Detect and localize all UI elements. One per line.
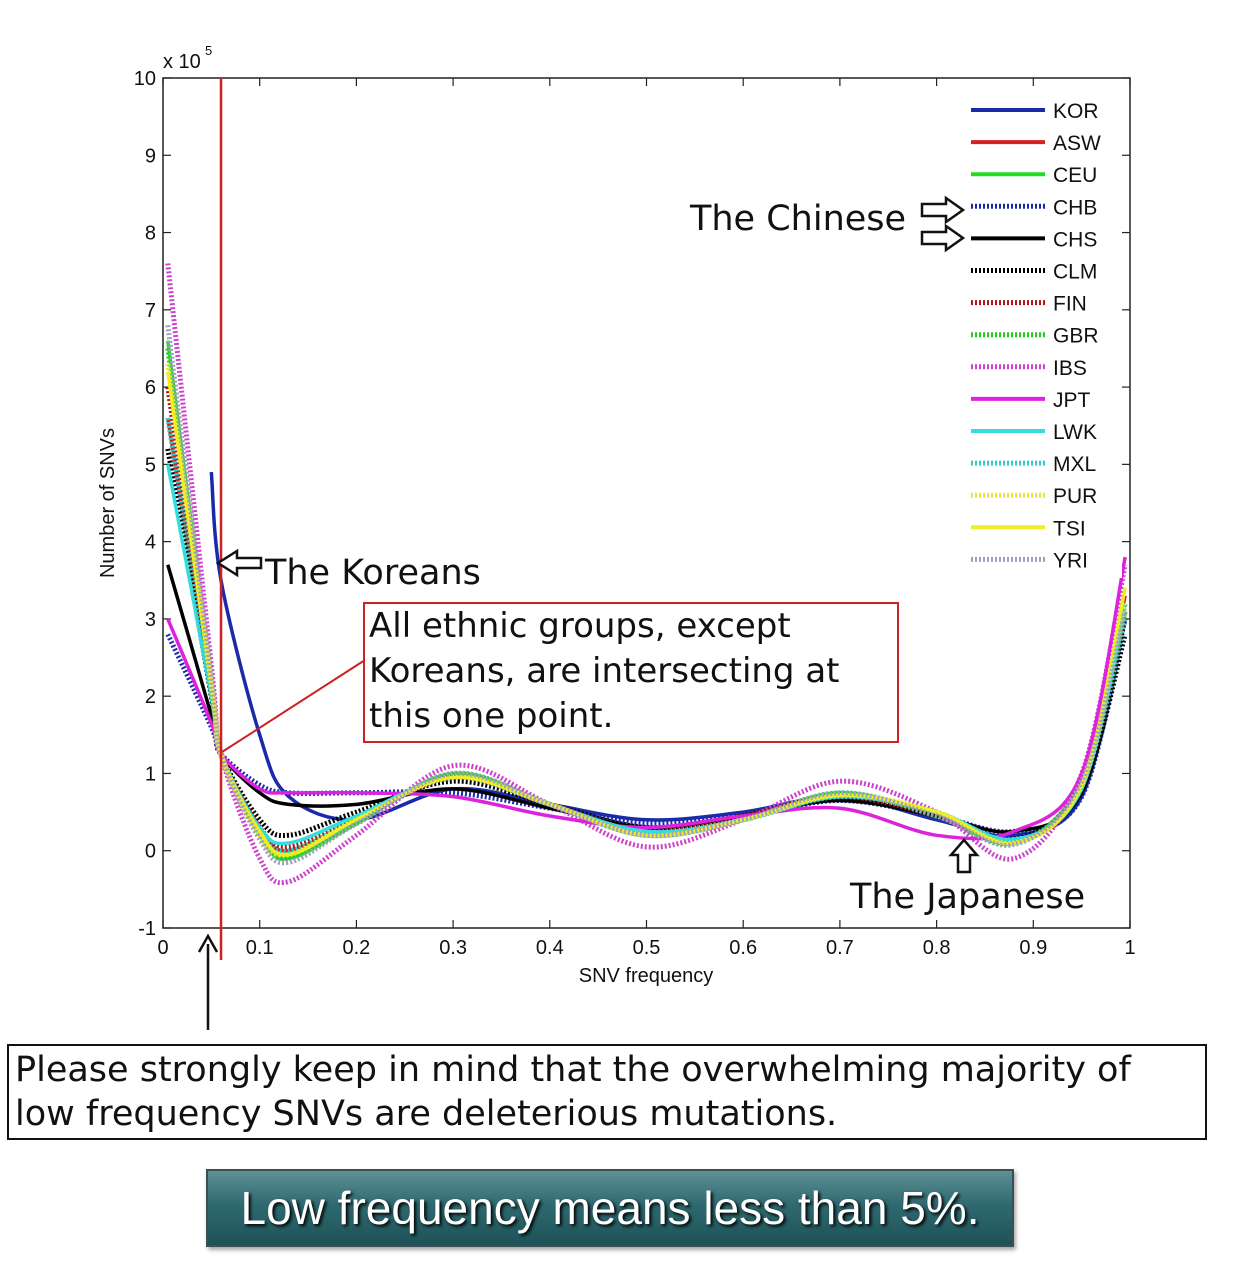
annotation-chinese: The Chinese (689, 199, 906, 239)
x-axis-label: SNV frequency (579, 965, 714, 987)
legend-label-gbr: GBR (1053, 325, 1099, 348)
x-tick-label: 0.8 (923, 937, 951, 959)
series-line-yri (165, 324, 1128, 866)
arrow-up-icon (197, 933, 219, 953)
x-tick-label: 0.2 (342, 937, 370, 959)
legend-label-yri: YRI (1053, 549, 1088, 572)
axes: 0 0.1 0.2 0.3 0.4 0.5 0.6 0.7 0.8 0.9 1-1012345678… (134, 68, 1136, 959)
legend-label-chs: CHS (1053, 228, 1097, 251)
callout-text-line-2: Koreans, are intersecting at (369, 651, 840, 691)
legend: KOR ASW CEU CHB CHS CLM FIN GBR IBS JPT LWK MXL PUR T… (962, 92, 1122, 578)
y-tick-label: 7 (145, 300, 156, 322)
note-box: Please strongly keep in mind that the ov… (7, 1044, 1207, 1140)
x-tick-label: 0.7 (826, 937, 854, 959)
legend-label-mxl: MXL (1053, 453, 1096, 476)
x-tick-label: 0.5 (633, 937, 661, 959)
x-tick-label: 1 (1124, 937, 1135, 959)
legend-label-asw: ASW (1053, 132, 1101, 155)
arrow-right-icon (920, 195, 966, 225)
y-multiplier: x 10 (163, 51, 201, 73)
arrow-left-icon (215, 548, 263, 578)
legend-label-tsi: TSI (1053, 517, 1086, 540)
x-tick-label: 0.9 (1019, 937, 1047, 959)
y-tick-label: 10 (134, 68, 156, 90)
legend-label-ceu: CEU (1053, 164, 1097, 187)
arrow-up-icon (948, 838, 980, 874)
note-line-2: low frequency SNVs are deleterious mutat… (15, 1094, 838, 1134)
y-tick-label: 4 (145, 532, 156, 554)
callout-pointer (221, 659, 366, 753)
x-tick-label: 0.4 (536, 937, 564, 959)
y-tick-label: 0 (145, 841, 156, 863)
y-tick-label: 9 (145, 145, 156, 167)
y-axis-label: Number of SNVs (97, 428, 119, 578)
y-tick-label: 3 (145, 609, 156, 631)
callout-text-line-1: All ethnic groups, except (369, 606, 791, 646)
annotation-koreans: The Koreans (264, 553, 481, 593)
x-tick-label: 0.6 (729, 937, 757, 959)
x-tick-label: 0.1 (246, 937, 274, 959)
y-tick-label: 6 (145, 377, 156, 399)
y-tick-label: 8 (145, 223, 156, 245)
x-tick-label: 0 (157, 937, 168, 959)
y-tick-label: 1 (145, 763, 156, 785)
y-multiplier-exponent: 5 (205, 43, 212, 58)
note-line-1: Please strongly keep in mind that the ov… (15, 1050, 1131, 1090)
annotation-japanese: The Japanese (849, 877, 1085, 917)
legend-label-jpt: JPT (1053, 389, 1091, 412)
y-tick-label: -1 (138, 918, 156, 940)
legend-label-pur: PUR (1053, 485, 1097, 508)
series-line-kor (209, 471, 1127, 838)
banner-text: Low frequency means less than 5%. (240, 1182, 980, 1234)
legend-label-lwk: LWK (1053, 421, 1097, 444)
legend-label-fin: FIN (1053, 293, 1087, 316)
arrow-right-icon (920, 223, 966, 253)
legend-label-clm: CLM (1053, 261, 1097, 284)
x-tick-label: 0.3 (439, 937, 467, 959)
chart: 0 0.1 0.2 0.3 0.4 0.5 0.6 0.7 0.8 0.9 1-1012345678… (97, 43, 1136, 1030)
summary-banner: Low frequency means less than 5%. (206, 1169, 1014, 1247)
legend-label-kor: KOR (1053, 100, 1099, 123)
legend-label-ibs: IBS (1053, 357, 1087, 380)
y-tick-label: 2 (145, 686, 156, 708)
callout-text-line-3: this one point. (369, 696, 613, 736)
legend-label-chb: CHB (1053, 196, 1097, 219)
callout-box (363, 602, 899, 743)
y-tick-label: 5 (145, 454, 156, 476)
